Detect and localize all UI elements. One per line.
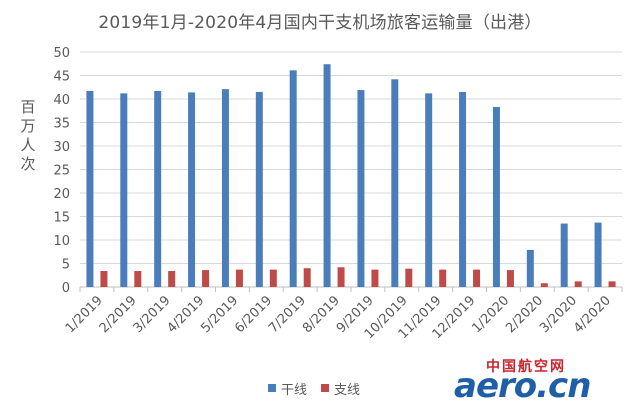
bar-trunk [323, 64, 331, 287]
bar-regional [439, 269, 447, 287]
y-axis-label: 百万人次 [20, 98, 36, 173]
bar-trunk [154, 91, 162, 287]
legend-label-trunk: 干线 [281, 382, 308, 398]
x-tick-label: 7/2019 [266, 293, 309, 336]
legend-item-regional: 支线 [321, 379, 360, 398]
x-tick-label: 3/2019 [131, 293, 174, 336]
legend-swatch-trunk [268, 384, 276, 392]
logo-text-cn: 中国航空网 [486, 359, 566, 375]
bar-regional [202, 270, 210, 287]
x-tick-label: 8/2019 [300, 293, 343, 336]
y-tick-label: 0 [62, 281, 70, 296]
aero-cn-logo: 中国航空网 aero.cn [452, 356, 634, 406]
y-tick-label: 5 [62, 258, 70, 273]
x-tick-label: 1/2019 [63, 293, 106, 336]
y-tick-label: 50 [53, 46, 70, 61]
x-tick-label: 4/2019 [164, 293, 207, 336]
bar-trunk [459, 91, 467, 287]
bar-regional [337, 267, 345, 287]
bar-regional [235, 269, 243, 287]
x-tick-label: 3/2020 [537, 293, 580, 336]
y-tick-label: 40 [53, 93, 70, 108]
x-tick-label: 1/2020 [469, 293, 512, 336]
x-tick-label: 5/2019 [198, 293, 241, 336]
bar-trunk [188, 92, 196, 287]
bar-regional [303, 268, 311, 287]
x-tick-label: 2/2019 [97, 293, 140, 336]
bar-regional [574, 281, 582, 287]
bar-trunk [86, 91, 94, 287]
x-tick-label: 6/2019 [232, 293, 275, 336]
bar-trunk [120, 93, 128, 287]
bar-trunk [425, 93, 433, 287]
y-tick-label: 25 [53, 164, 70, 179]
bar-regional [608, 281, 616, 287]
bar-trunk [526, 249, 534, 287]
bar-trunk [289, 70, 297, 287]
bar-regional [134, 271, 142, 287]
legend-item-trunk: 干线 [268, 379, 307, 398]
bar-trunk [560, 223, 568, 287]
bar-regional [100, 271, 108, 287]
bar-regional [269, 269, 277, 287]
bar-regional [473, 269, 481, 287]
y-tick-label: 30 [53, 140, 70, 155]
bar-trunk [391, 79, 399, 287]
legend-swatch-regional [321, 384, 330, 392]
bar-regional [506, 270, 514, 287]
bar-regional [540, 283, 548, 287]
y-tick-label: 20 [53, 187, 70, 202]
bar-regional [168, 271, 176, 287]
bar-trunk [357, 90, 365, 287]
legend: 干线 支线 [268, 379, 360, 398]
bar-regional [405, 268, 413, 287]
legend-label-regional: 支线 [334, 382, 361, 398]
bar-regional [371, 269, 379, 287]
bar-trunk [492, 106, 500, 288]
y-tick-label: 10 [53, 234, 70, 249]
chart-title: 2019年1月-2020年4月国内干支机场旅客运输量（出港） [98, 13, 542, 33]
y-tick-label: 15 [53, 211, 70, 226]
bar-trunk [594, 222, 602, 287]
bar-trunk [221, 89, 229, 287]
y-tick-label: 45 [53, 70, 70, 85]
bar-trunk [255, 91, 263, 287]
x-tick-label: 2/2020 [503, 293, 546, 336]
logo-text-en: aero.cn [454, 366, 591, 406]
y-tick-label: 35 [53, 117, 70, 132]
x-tick-label: 4/2020 [571, 293, 614, 336]
